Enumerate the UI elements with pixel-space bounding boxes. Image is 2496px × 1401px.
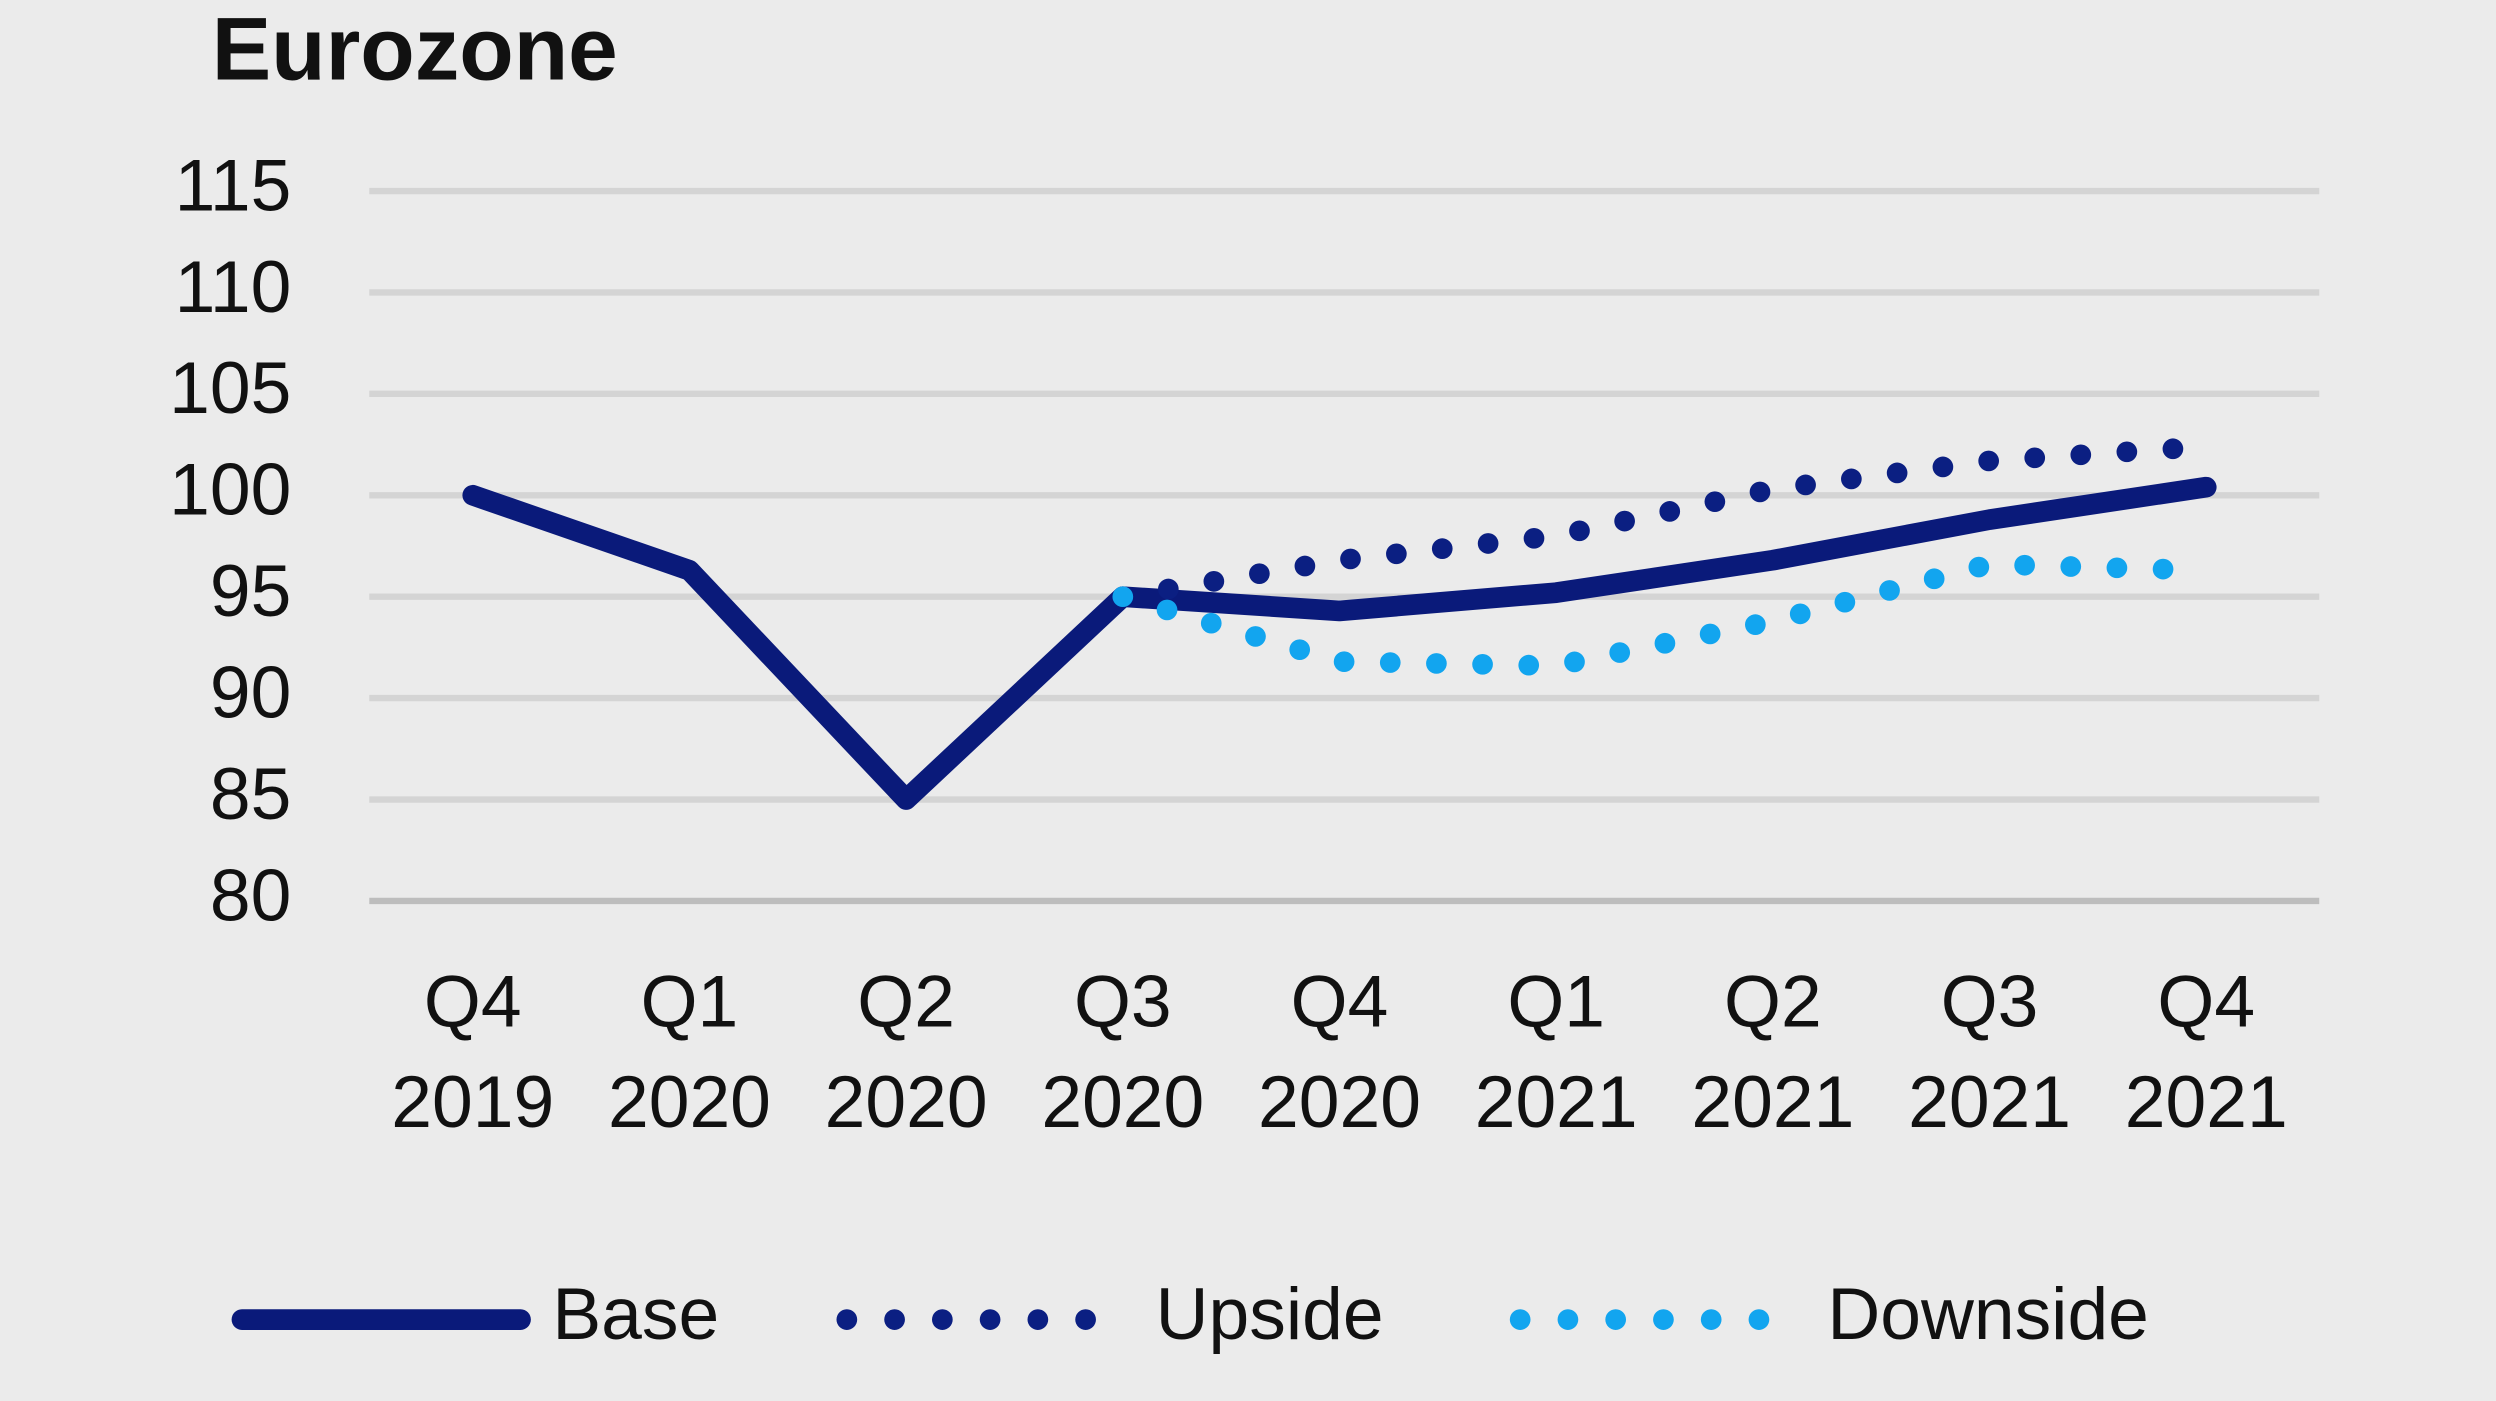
- x-tick-label: Q4 2021: [2124, 959, 2288, 1143]
- y-tick-label: 105: [169, 347, 291, 429]
- y-tick-label: 95: [210, 550, 291, 632]
- x-tick-label: Q3 2020: [1041, 959, 1205, 1143]
- chart-title: Eurozone: [212, 0, 618, 98]
- x-tick-label: Q3 2021: [1908, 959, 2072, 1143]
- legend-label: Base: [552, 1273, 719, 1355]
- legend-label: Upside: [1156, 1273, 1384, 1355]
- y-tick-label: 90: [210, 651, 291, 733]
- y-tick-label: 85: [210, 753, 291, 835]
- x-tick-label: Q2 2021: [1691, 959, 1855, 1143]
- x-tick-label: Q4 2020: [1258, 959, 1421, 1143]
- y-tick-label: 110: [175, 246, 292, 328]
- legend-label: Downside: [1827, 1273, 2149, 1355]
- line-2: [1112, 553, 2217, 677]
- y-tick-label: 80: [210, 854, 291, 936]
- x-tick-label: Q2 2020: [824, 959, 988, 1143]
- line-1: [1112, 436, 2217, 608]
- y-tick-label: 115: [175, 144, 292, 226]
- x-tick-label: Q1 2021: [1474, 959, 1638, 1143]
- x-tick-label: Q1 2020: [607, 959, 771, 1143]
- line-0: [462, 476, 2217, 810]
- x-tick-label: Q4 2019: [391, 959, 555, 1143]
- y-tick-label: 100: [169, 449, 291, 531]
